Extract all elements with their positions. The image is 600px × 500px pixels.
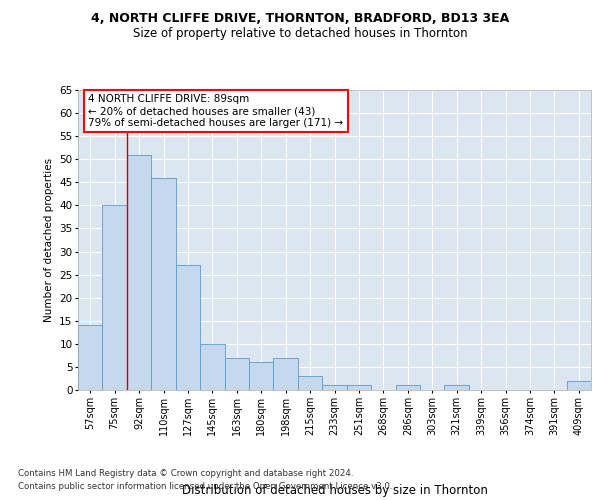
Bar [127, 154, 151, 390]
Bar [566, 381, 591, 390]
Bar [200, 344, 224, 390]
Y-axis label: Number of detached properties: Number of detached properties [44, 158, 53, 322]
Text: 4 NORTH CLIFFE DRIVE: 89sqm
← 20% of detached houses are smaller (43)
79% of sem: 4 NORTH CLIFFE DRIVE: 89sqm ← 20% of det… [88, 94, 343, 128]
X-axis label: Distribution of detached houses by size in Thornton: Distribution of detached houses by size … [182, 484, 487, 496]
Bar [274, 358, 298, 390]
Bar [176, 266, 200, 390]
Bar [78, 326, 103, 390]
Text: Contains public sector information licensed under the Open Government Licence v3: Contains public sector information licen… [18, 482, 392, 491]
Bar [322, 386, 347, 390]
Bar [224, 358, 249, 390]
Bar [395, 386, 420, 390]
Bar [103, 206, 127, 390]
Bar [445, 386, 469, 390]
Bar [151, 178, 176, 390]
Bar [298, 376, 322, 390]
Text: Size of property relative to detached houses in Thornton: Size of property relative to detached ho… [133, 28, 467, 40]
Bar [347, 386, 371, 390]
Bar [249, 362, 274, 390]
Text: Contains HM Land Registry data © Crown copyright and database right 2024.: Contains HM Land Registry data © Crown c… [18, 468, 353, 477]
Text: 4, NORTH CLIFFE DRIVE, THORNTON, BRADFORD, BD13 3EA: 4, NORTH CLIFFE DRIVE, THORNTON, BRADFOR… [91, 12, 509, 26]
